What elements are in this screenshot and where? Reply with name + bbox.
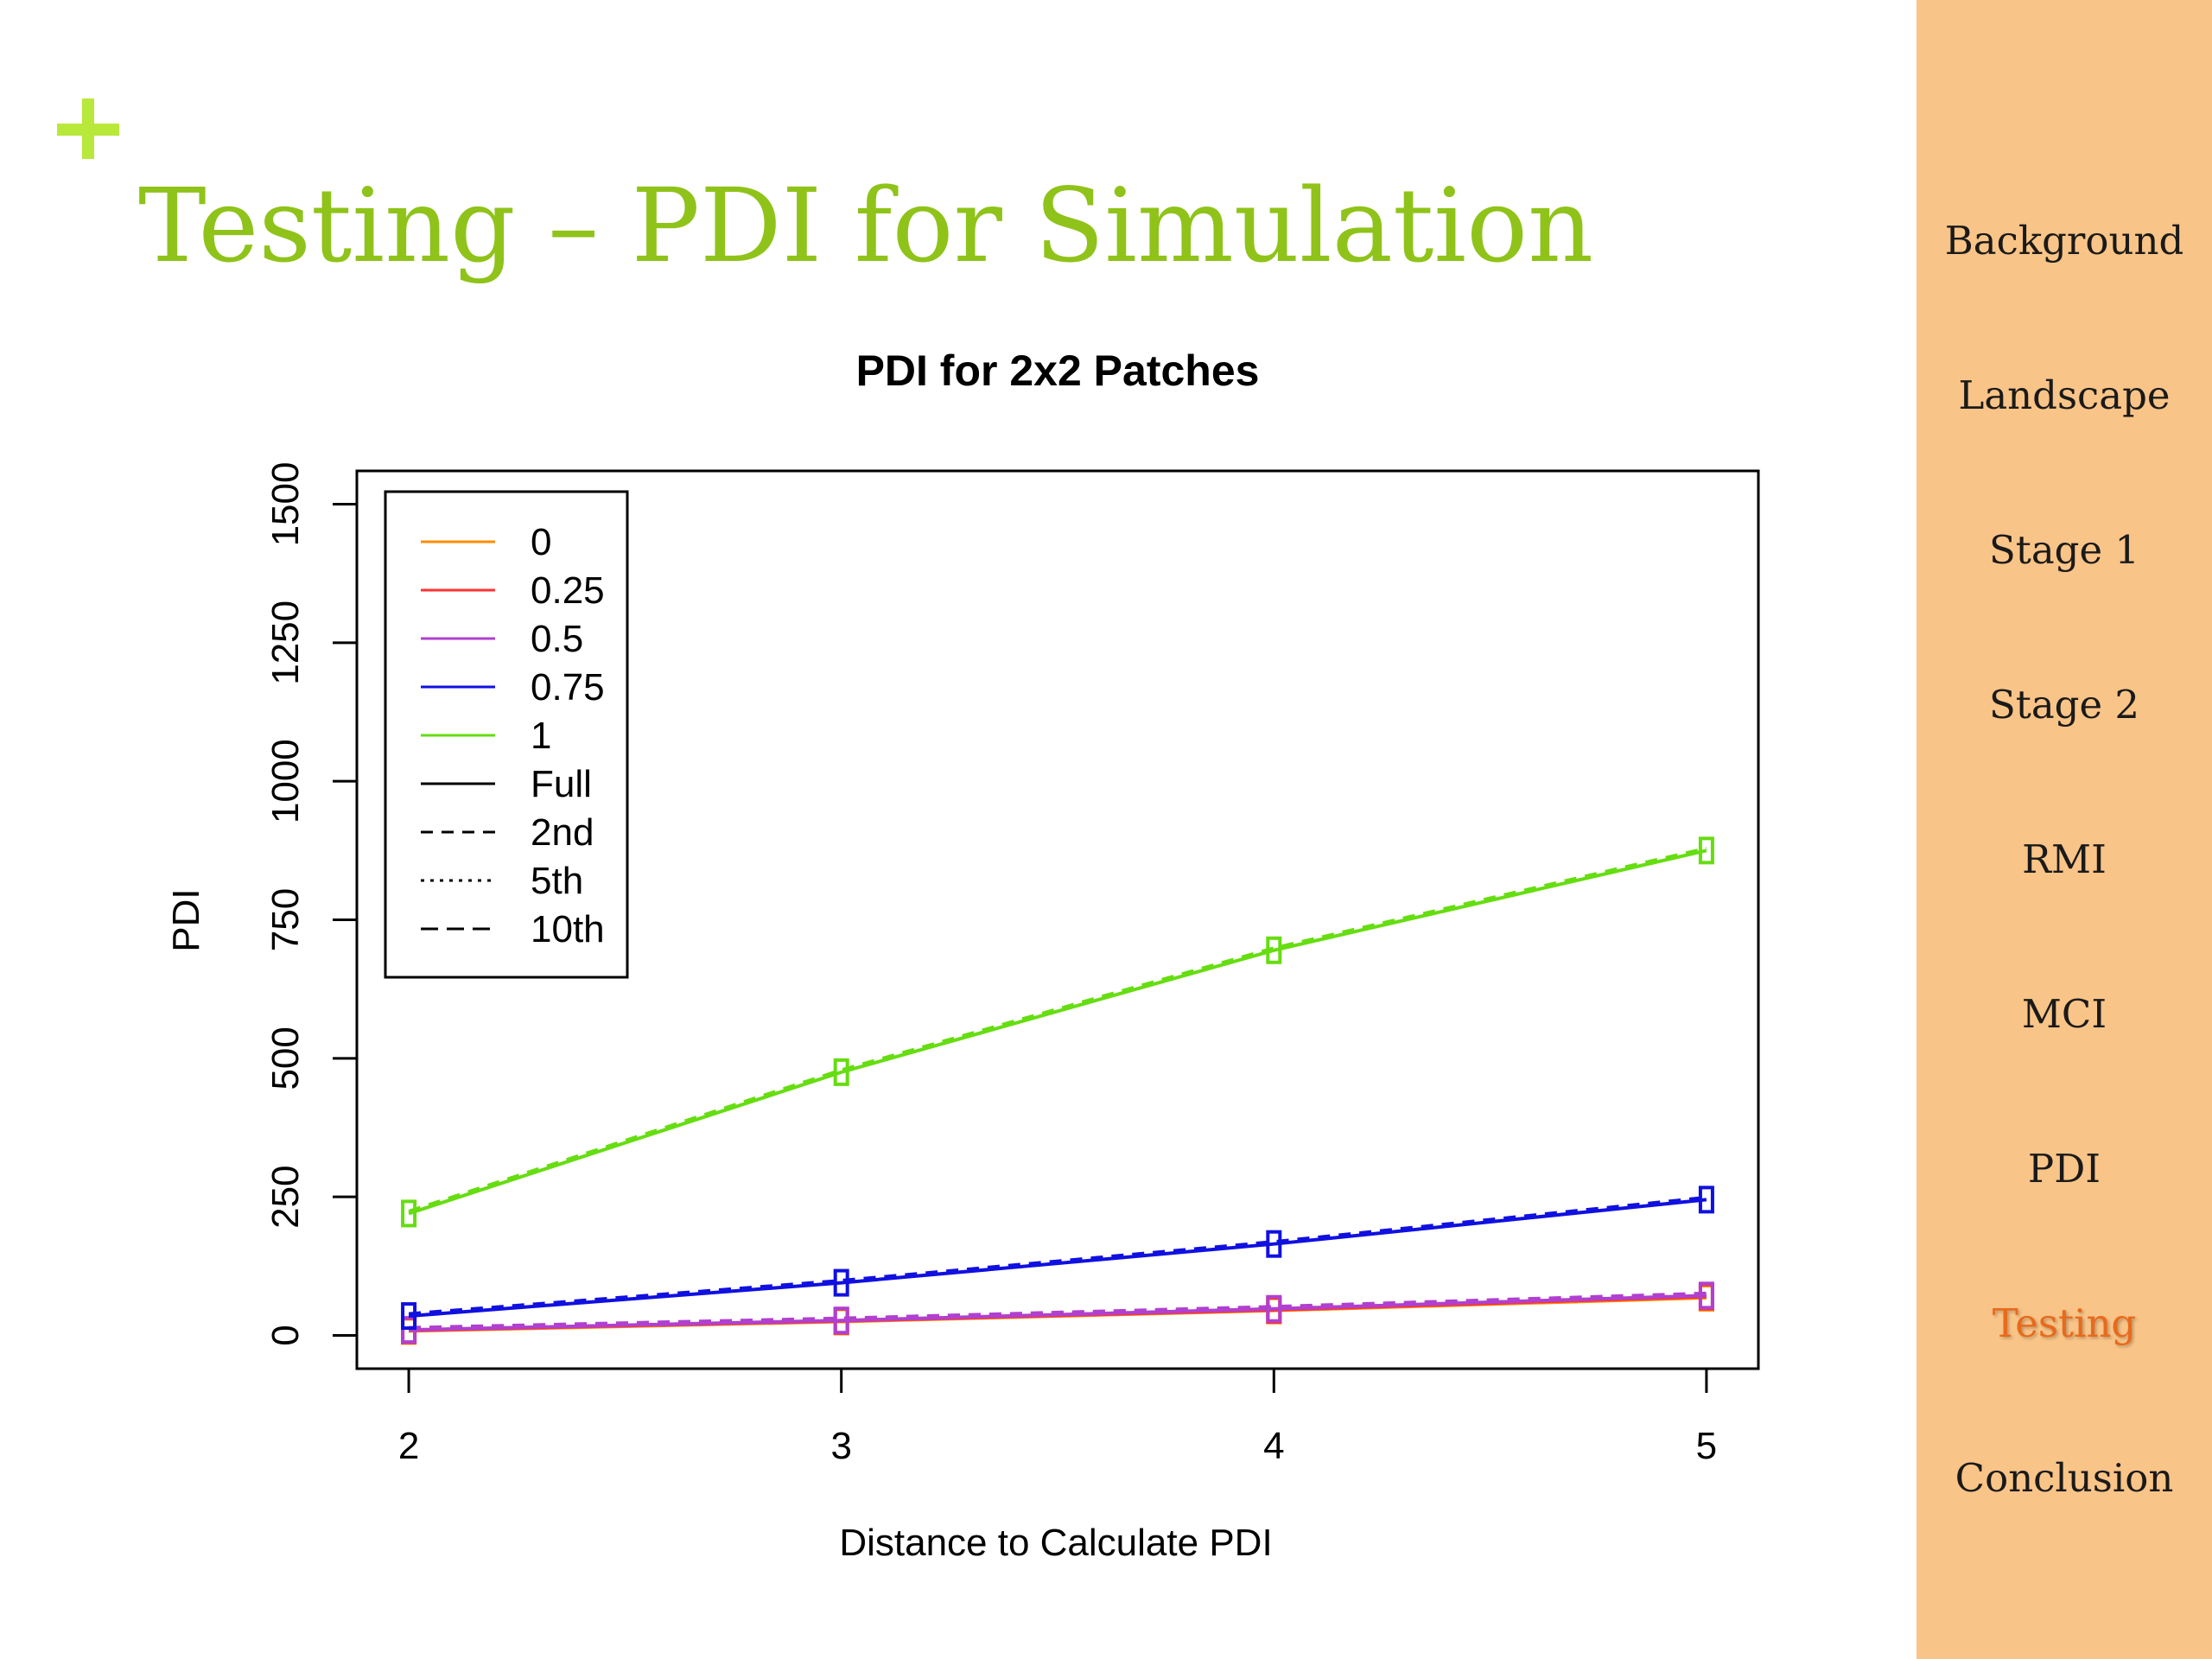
nav-item-pdi[interactable]: PDI [2027,1146,2101,1192]
legend-label: 5th [531,860,583,902]
legend-label: 0.25 [531,569,605,612]
data-point [1266,1294,1282,1323]
chart-title: PDI for 2x2 Patches [856,346,1260,395]
legend-label: Full [531,763,592,805]
series-line-2nd-1 [408,846,1707,1212]
nav-item-landscape[interactable]: Landscape [1958,372,2171,418]
series-line-0.75 [408,1198,1707,1319]
nav-item-background[interactable]: Background [1944,218,2184,264]
series-line-2nd-0.5 [409,1291,1707,1329]
nav-item-conclusion[interactable]: Conclusion [1955,1455,2174,1501]
x-tick-label: 4 [1263,1425,1284,1467]
series-line-0.5 [409,1294,1707,1332]
nav-item-rmi[interactable]: RMI [2022,836,2107,882]
data-point [1698,1281,1714,1310]
series-line-1 [408,849,1707,1216]
y-tick-label: 500 [264,1027,307,1090]
x-tick-label: 2 [398,1425,419,1467]
data-point [1266,1230,1282,1258]
y-tick-label: 250 [264,1165,307,1228]
legend-label: 10th [531,908,605,950]
nav-item-mci[interactable]: MCI [2021,991,2107,1037]
legend-label: 1 [531,715,551,757]
y-axis-label: PDI [165,888,207,951]
nav-item-stage-1[interactable]: Stage 1 [1988,527,2140,573]
data-point [401,1302,417,1331]
data-point [833,1268,849,1297]
y-tick-label: 1000 [264,739,307,823]
x-tick-label: 3 [830,1425,851,1467]
y-tick-label: 1500 [264,462,307,547]
legend-label: 0 [531,521,551,563]
y-tick-label: 0 [264,1325,307,1345]
y-tick-label: 750 [264,888,307,951]
data-point [833,1306,849,1335]
series-line-2nd-0.75 [408,1195,1707,1315]
legend-label: 2nd [531,811,594,854]
plus-icon [54,95,123,164]
legend-label: 0.75 [531,666,605,709]
data-point [1266,936,1282,964]
x-tick-label: 5 [1696,1425,1717,1467]
legend-label: 0.5 [531,618,583,660]
sidebar-nav: Background Landscape Stage 1 Stage 2 RMI… [1916,0,2212,1659]
data-point [1698,836,1714,865]
data-point [401,1316,417,1344]
pdi-chart: PDI for 2x2 Patches 2 3 4 5 Distance to Calcu… [165,346,1760,1564]
nav-item-stage-2[interactable]: Stage 2 [1988,682,2140,728]
nav-item-testing[interactable]: Testing [1992,1300,2137,1346]
slide-title: Testing – PDI for Simulation [138,166,1594,285]
data-point [833,1058,849,1086]
data-point [401,1199,417,1228]
x-axis-label: Distance to Calculate PDI [839,1522,1272,1564]
data-point [1698,1185,1714,1214]
y-tick-label: 1250 [264,601,307,685]
